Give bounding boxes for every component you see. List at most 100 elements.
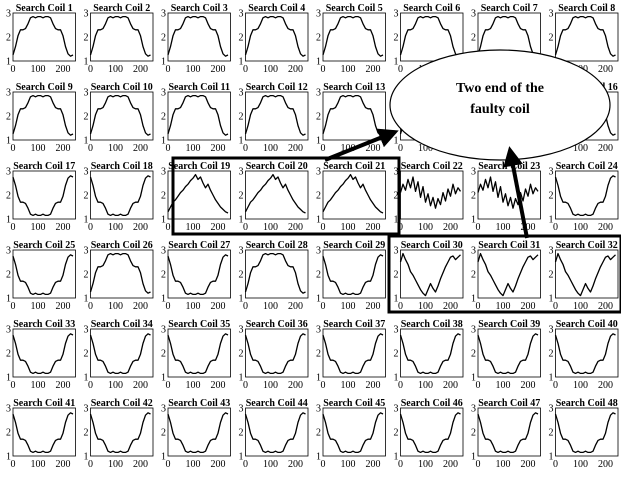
coil-line-39 <box>477 333 539 375</box>
coil-title-22: Search Coil 22 <box>401 161 463 172</box>
coil-5-xtick-200: 200 <box>366 64 381 75</box>
coil-41-ytick-1: 1 <box>6 452 11 463</box>
coil-axes-12 <box>245 91 309 141</box>
coil-28-xtick-200: 200 <box>288 301 303 312</box>
coil-panel-32: Search Coil 32 1 2 3 0 100 200 <box>549 240 619 312</box>
coil-6-ytick-3: 3 <box>394 9 399 20</box>
coil-title-41: Search Coil 41 <box>13 398 75 409</box>
coil-axes-43 <box>167 407 231 457</box>
coil-35-xtick-200: 200 <box>211 380 226 391</box>
coil-42-xtick-0: 0 <box>88 459 93 470</box>
coil-title-3: Search Coil 3 <box>171 3 228 14</box>
coil-19-xtick-200: 200 <box>211 222 226 233</box>
coil-line-10 <box>89 94 151 136</box>
coil-41-ytick-3: 3 <box>6 404 11 415</box>
coil-panel-40: Search Coil 40 1 2 3 0 100 200 <box>549 319 619 391</box>
coil-axes-48 <box>555 407 619 457</box>
coil-25-xtick-100: 100 <box>31 301 46 312</box>
coil-42-ytick-3: 3 <box>84 404 89 415</box>
coil-17-ytick-3: 3 <box>6 167 11 178</box>
coil-43-xtick-200: 200 <box>211 459 226 470</box>
coil-panel-23: Search Coil 23 1 2 3 0 100 200 <box>471 161 541 233</box>
coil-line-23 <box>477 176 539 209</box>
coil-axes-44 <box>245 407 309 457</box>
coil-29-xtick-0: 0 <box>321 301 326 312</box>
coil-24-ytick-2: 2 <box>549 191 554 202</box>
coil-9-xtick-100: 100 <box>31 143 46 154</box>
coil-35-ytick-1: 1 <box>161 373 166 384</box>
coil-40-ytick-3: 3 <box>549 325 554 336</box>
coil-34-ytick-2: 2 <box>84 349 89 360</box>
coil-43-xtick-100: 100 <box>186 459 201 470</box>
coil-axes-23 <box>477 170 541 220</box>
coil-panel-5: Search Coil 5 1 2 3 0 100 200 <box>316 3 386 75</box>
coil-panel-2: Search Coil 2 1 2 3 0 100 200 <box>84 3 154 75</box>
coil-line-22 <box>399 176 462 209</box>
coil-title-1: Search Coil 1 <box>16 3 73 14</box>
coil-axes-34 <box>90 328 154 378</box>
coil-line-9 <box>12 94 74 136</box>
coil-panel-43: Search Coil 43 1 2 3 0 100 200 <box>161 398 231 470</box>
coil-26-ytick-1: 1 <box>84 294 89 305</box>
coil-32-ytick-3: 3 <box>549 246 554 257</box>
coil-axes-10 <box>90 91 154 141</box>
coil-axes-25 <box>12 249 76 299</box>
coil-34-xtick-200: 200 <box>133 380 148 391</box>
coil-27-ytick-3: 3 <box>161 246 166 257</box>
coil-axes-3 <box>167 12 231 62</box>
coil-title-4: Search Coil 4 <box>248 3 305 14</box>
coil-35-ytick-3: 3 <box>161 325 166 336</box>
coil-31-xtick-0: 0 <box>476 301 481 312</box>
coil-45-xtick-0: 0 <box>321 459 326 470</box>
coil-36-xtick-200: 200 <box>288 380 303 391</box>
coil-panel-17: Search Coil 17 1 2 3 0 100 200 <box>6 161 76 233</box>
coil-46-xtick-100: 100 <box>418 459 433 470</box>
coil-3-ytick-1: 1 <box>161 57 166 68</box>
coil-47-xtick-0: 0 <box>476 459 481 470</box>
coil-axes-42 <box>90 407 154 457</box>
coil-title-17: Search Coil 17 <box>13 161 75 172</box>
coil-20-ytick-3: 3 <box>239 167 244 178</box>
coil-28-xtick-100: 100 <box>263 301 278 312</box>
coil-4-ytick-2: 2 <box>239 33 244 44</box>
coil-37-xtick-0: 0 <box>321 380 326 391</box>
coil-title-33: Search Coil 33 <box>13 319 75 330</box>
coil-21-ytick-3: 3 <box>316 167 321 178</box>
coil-45-xtick-100: 100 <box>341 459 356 470</box>
coil-line-38 <box>399 333 461 375</box>
coil-axes-6 <box>400 12 464 62</box>
coil-6-xtick-0: 0 <box>398 64 403 75</box>
coil-32-xtick-100: 100 <box>573 301 588 312</box>
coil-axes-40 <box>555 328 619 378</box>
coil-33-xtick-100: 100 <box>31 380 46 391</box>
coil-46-ytick-3: 3 <box>394 404 399 415</box>
coil-29-ytick-3: 3 <box>316 246 321 257</box>
coil-axes-45 <box>322 407 386 457</box>
coil-3-ytick-2: 2 <box>161 33 166 44</box>
coil-panel-18: Search Coil 18 1 2 3 0 100 200 <box>84 161 154 233</box>
coil-title-32: Search Coil 32 <box>556 240 618 251</box>
coil-21-xtick-100: 100 <box>341 222 356 233</box>
callout-line-1: Two end of the <box>456 81 544 96</box>
coil-29-xtick-100: 100 <box>341 301 356 312</box>
coil-39-ytick-1: 1 <box>471 373 476 384</box>
coil-45-ytick-1: 1 <box>316 452 321 463</box>
coil-18-xtick-200: 200 <box>133 222 148 233</box>
coil-9-xtick-200: 200 <box>56 143 71 154</box>
coil-line-24 <box>554 175 616 217</box>
coil-line-7 <box>477 15 539 57</box>
coil-line-40 <box>554 333 616 375</box>
coil-panel-34: Search Coil 34 1 2 3 0 100 200 <box>84 319 154 391</box>
coil-axes-28 <box>245 249 309 299</box>
coil-20-xtick-0: 0 <box>243 222 248 233</box>
coil-4-ytick-1: 1 <box>239 57 244 68</box>
coil-46-ytick-2: 2 <box>394 428 399 439</box>
coil-title-19: Search Coil 19 <box>168 161 230 172</box>
coil-title-24: Search Coil 24 <box>556 161 618 172</box>
coil-panel-13: Search Coil 13 1 2 3 0 100 200 <box>316 82 386 154</box>
coil-axes-46 <box>400 407 464 457</box>
coil-48-ytick-1: 1 <box>549 452 554 463</box>
coil-10-ytick-1: 1 <box>84 136 89 147</box>
coil-27-xtick-200: 200 <box>211 301 226 312</box>
